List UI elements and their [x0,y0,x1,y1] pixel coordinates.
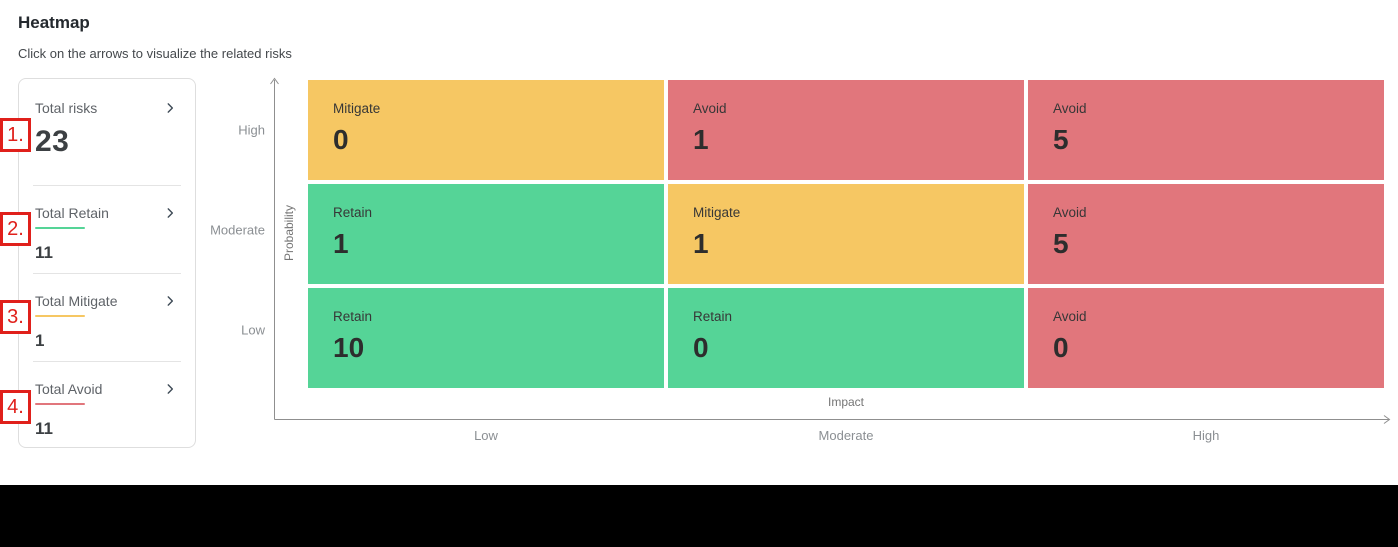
cell-count: 10 [333,332,365,363]
total-avoid-label: Total Avoid [35,381,103,398]
total-avoid-value: 11 [35,419,53,439]
divider [33,273,181,275]
total-risks-value: 23 [35,125,70,158]
chevron-right-icon [167,296,174,307]
total-mitigate-arrow-button[interactable] [163,294,177,308]
cell-count: 1 [693,228,709,259]
cell-action-label: Retain [693,309,733,324]
cell-moderate-low: Retain 1 [308,184,664,284]
cell-high-high: Avoid 5 [1028,80,1384,180]
cell-action-label: Retain [333,205,373,220]
cell-action-label: Avoid [1053,205,1087,220]
cell-action-label: Mitigate [333,101,381,116]
x-tick-moderate: Moderate [818,428,874,443]
page-title: Heatmap [18,13,90,32]
som-badge-3-label: 3. [7,306,24,328]
total-risks-item: Total risks 23 [19,79,195,185]
cell-action-label: Mitigate [693,205,741,220]
cell-low-moderate: Retain 0 [668,288,1024,388]
x-tick-low: Low [474,428,498,443]
chevron-right-icon [167,207,174,218]
cell-action-label: Avoid [1053,101,1087,116]
cell-high-moderate: Avoid 1 [668,80,1024,180]
total-retain-item: Total Retain 11 [19,186,195,274]
som-badge-4-label: 4. [7,396,24,418]
som-badge-4: 4. [0,390,31,424]
cell-action-label: Avoid [1053,309,1087,324]
som-badge-1: 1. [0,118,31,152]
mitigate-accent-underline [35,315,85,318]
cell-count: 0 [333,124,349,155]
avoid-accent-underline [35,403,85,406]
total-retain-label: Total Retain [35,204,109,221]
cell-action-label: Retain [333,309,373,324]
cell-low-high: Avoid 0 [1028,288,1384,388]
x-axis-label: Impact [827,395,865,409]
cell-action-label: Avoid [693,101,727,116]
page-subtitle: Click on the arrows to visualize the rel… [18,46,292,61]
total-risks-label: Total risks [35,100,98,116]
bottom-bar [0,485,1398,547]
total-mitigate-item: Total Mitigate 1 [19,274,195,361]
x-tick-high: High [1192,428,1220,443]
total-risks-arrow-button[interactable] [163,101,177,115]
total-retain-arrow-button[interactable] [163,206,177,220]
total-mitigate-label: Total Mitigate [35,293,118,310]
chevron-right-icon [167,384,174,395]
cell-moderate-moderate: Mitigate 1 [668,184,1024,284]
y-axis-label: Probability [282,204,296,262]
y-tick-low: Low [241,322,265,338]
cell-low-low: Retain 10 [308,288,664,388]
y-tick-high: High [238,122,265,138]
som-badge-1-label: 1. [7,124,24,146]
total-avoid-item: Total Avoid 11 [19,362,195,447]
heatmap-grid: Mitigate 0 Avoid 1 Avoid 5 Retain 1 Miti… [308,80,1384,388]
cell-count: 1 [693,124,709,155]
total-retain-value: 11 [35,242,53,262]
y-tick-moderate: Moderate [210,222,265,238]
cell-moderate-high: Avoid 5 [1028,184,1384,284]
total-mitigate-value: 1 [35,331,45,351]
cell-count: 5 [1053,124,1069,155]
divider [33,361,181,363]
cell-count: 5 [1053,228,1069,259]
som-badge-3: 3. [0,300,31,334]
divider [33,184,181,186]
som-badge-2-label: 2. [7,218,24,240]
retain-accent-underline [35,226,85,229]
total-avoid-arrow-button[interactable] [163,382,177,396]
cell-count: 1 [333,228,349,259]
cell-count: 0 [1053,332,1069,363]
som-badge-2: 2. [0,212,31,246]
chevron-right-icon [167,103,174,113]
cell-high-low: Mitigate 0 [308,80,664,180]
totals-card: Total risks 23 Total Retain 11 Total Mit… [18,78,196,448]
cell-count: 0 [693,332,709,363]
